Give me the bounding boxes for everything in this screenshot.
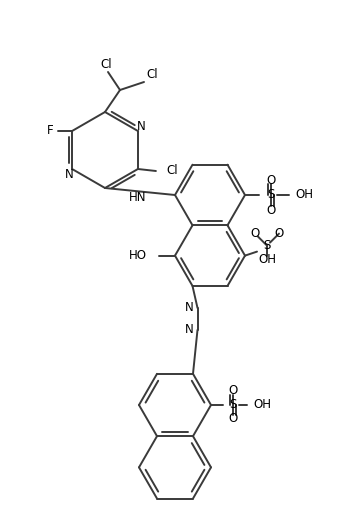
Text: O: O bbox=[275, 227, 283, 240]
Text: O: O bbox=[266, 203, 276, 217]
Text: HO: HO bbox=[129, 249, 147, 262]
Text: S: S bbox=[267, 189, 275, 201]
Text: Cl: Cl bbox=[146, 68, 158, 81]
Text: Cl: Cl bbox=[100, 57, 112, 71]
Text: OH: OH bbox=[258, 253, 276, 266]
Text: O: O bbox=[266, 174, 276, 186]
Text: S: S bbox=[263, 239, 271, 252]
Text: N: N bbox=[185, 302, 194, 314]
Text: F: F bbox=[47, 124, 53, 138]
Text: N: N bbox=[137, 119, 145, 133]
Text: N: N bbox=[185, 323, 194, 337]
Text: OH: OH bbox=[253, 398, 271, 412]
Text: O: O bbox=[228, 384, 238, 398]
Text: O: O bbox=[228, 413, 238, 425]
Text: N: N bbox=[65, 167, 74, 181]
Text: O: O bbox=[250, 227, 260, 240]
Text: S: S bbox=[229, 398, 237, 412]
Text: Cl: Cl bbox=[166, 165, 178, 177]
Text: OH: OH bbox=[295, 189, 313, 201]
Text: HN: HN bbox=[129, 191, 147, 204]
